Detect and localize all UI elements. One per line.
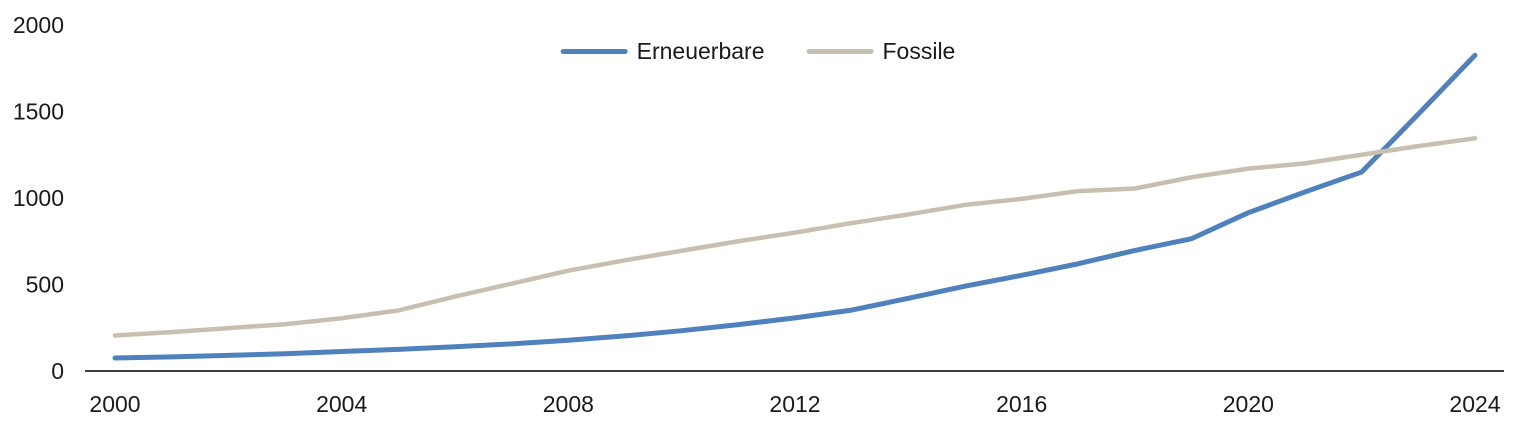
erneuerbare-series-line (112, 52, 1478, 361)
legend-item-erneuerbare: Erneuerbare (560, 38, 765, 65)
y-axis-tick-label: 2000 (13, 12, 64, 38)
x-axis-tick-label: 2016 (996, 391, 1047, 417)
y-axis-tick-label: 1000 (13, 185, 64, 211)
x-axis-tick-label: 2024 (1449, 391, 1500, 417)
fossile-series-line (112, 136, 1478, 338)
legend-label-fossile: Fossile (882, 38, 956, 64)
legend-item-fossile: Fossile (806, 38, 956, 65)
chart-legend: Erneuerbare Fossile (560, 38, 956, 65)
x-axis-tick-label: 2020 (1223, 391, 1274, 417)
y-axis-tick-label: 0 (51, 358, 64, 384)
x-axis-tick-label: 2008 (543, 391, 594, 417)
fossile-line-swatch-icon (806, 49, 874, 54)
legend-label-erneuerbare: Erneuerbare (636, 38, 765, 64)
y-axis-tick-label: 500 (26, 272, 64, 298)
x-axis-tick-label: 2012 (769, 391, 820, 417)
erneuerbare-line-swatch-icon (560, 49, 628, 54)
x-axis-tick-label: 2000 (89, 391, 140, 417)
x-axis-tick-label: 2004 (316, 391, 367, 417)
y-axis-tick-label: 1500 (13, 99, 64, 125)
